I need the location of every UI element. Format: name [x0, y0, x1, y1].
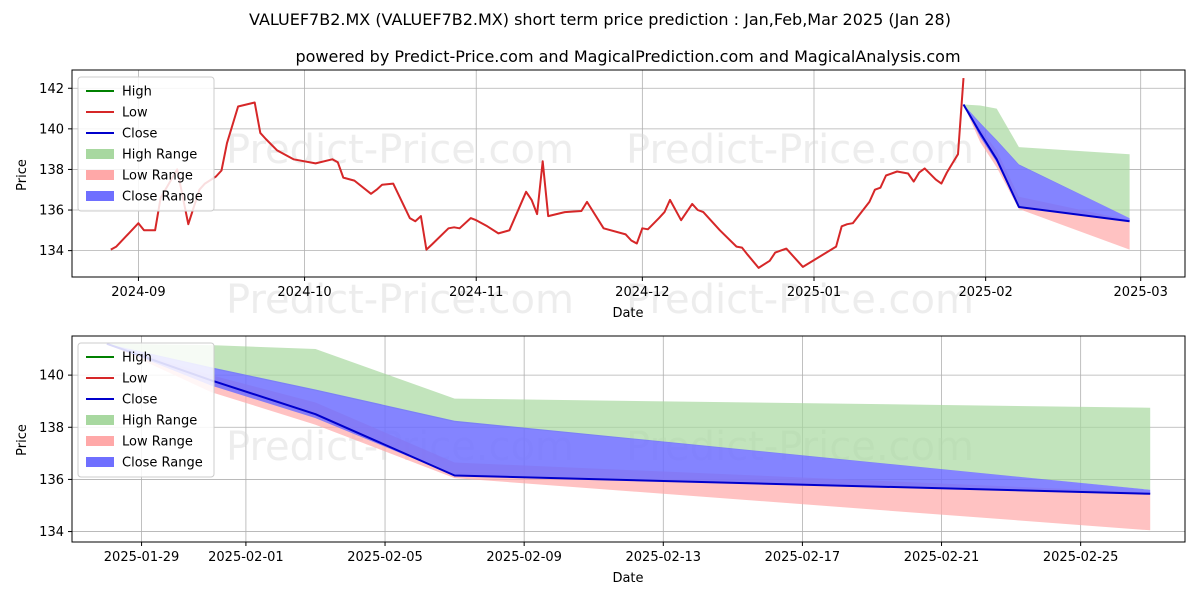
high-range-band [963, 104, 1130, 219]
forecast-plot-frame [71, 335, 1186, 543]
history-legend: High Low Close High Range Low Range Close Ran… [77, 76, 215, 212]
x-tick-label: 2025-02-09 [486, 550, 562, 565]
legend-swatch-high-range [86, 415, 114, 425]
legend-label: Low Range [122, 169, 193, 184]
x-tick-label: 2025-02-05 [347, 550, 423, 565]
legend-label: High Range [122, 148, 197, 163]
legend-label: High Range [122, 414, 197, 429]
history-chart: Predict-Price.com Predict-Price.com Predic… [15, 69, 1186, 323]
x-tick-label: 2025-02-01 [208, 550, 284, 565]
x-tick-label: 2024-11 [449, 285, 503, 300]
legend-label: Low [122, 106, 148, 121]
x-tick-label: 2025-02-25 [1043, 550, 1119, 565]
legend-swatch-close-range [86, 191, 114, 201]
chart-subtitle: powered by Predict-Price.com and Magical… [295, 47, 960, 66]
history-lines [110, 78, 1130, 269]
y-tick-label: 134 [39, 525, 64, 540]
history-plot-frame [71, 69, 1186, 278]
watermark-text: Predict-Price.com [226, 277, 574, 323]
legend-label: High [122, 85, 152, 100]
x-tick-label: 2025-02 [958, 285, 1012, 300]
x-tick-label: 2025-02-17 [765, 550, 841, 565]
watermark-text: Predict-Price.com [626, 127, 974, 173]
history-y-axis-label: Price [15, 159, 30, 191]
legend-label: Close [122, 127, 157, 142]
legend-swatch-close-range [86, 457, 114, 467]
close-forecast-line [962, 103, 1130, 223]
legend-label: Low Range [122, 435, 193, 450]
legend-swatch-low-range [86, 170, 114, 180]
legend-label: Close Range [122, 456, 203, 471]
close-range-band [963, 104, 1130, 222]
x-tick-label: 2025-02-21 [904, 550, 980, 565]
y-tick-label: 138 [39, 163, 64, 178]
legend-label: Low [122, 372, 148, 387]
legend-label: High [122, 351, 152, 366]
history-axis-ticks: 2024-09 2024-10 2024-11 2024-12 2025-01 2025-… [39, 82, 1168, 300]
history-watermarks: Predict-Price.com Predict-Price.com Predic… [226, 127, 974, 323]
y-tick-label: 136 [39, 204, 64, 219]
x-tick-label: 2025-03 [1114, 285, 1168, 300]
x-tick-label: 2025-02-13 [626, 550, 702, 565]
close-range-band [106, 343, 1151, 494]
y-tick-label: 136 [39, 473, 64, 488]
forecast-x-axis-label: Date [612, 571, 643, 586]
forecast-axis-ticks: 2025-01-29 2025-02-01 2025-02-05 2025-02-09… [39, 369, 1118, 565]
y-tick-label: 138 [39, 421, 64, 436]
x-tick-label: 2024-12 [615, 285, 669, 300]
x-tick-label: 2024-10 [277, 285, 331, 300]
legend-swatch-low-range [86, 436, 114, 446]
legend-label: Close [122, 393, 157, 408]
forecast-bands [106, 343, 1151, 531]
legend-swatch-high-range [86, 149, 114, 159]
x-tick-label: 2024-09 [111, 285, 165, 300]
watermark-text: Predict-Price.com [626, 277, 974, 323]
watermark-text: Predict-Price.com [226, 127, 574, 173]
y-tick-label: 142 [39, 82, 64, 97]
y-tick-label: 140 [39, 122, 64, 137]
history-plot-area [72, 70, 1185, 277]
legend-label: Close Range [122, 190, 203, 205]
chart-title: VALUEF7B2.MX (VALUEF7B2.MX) short term p… [249, 10, 951, 29]
x-tick-label: 2025-01-29 [104, 550, 180, 565]
history-forecast-bands [963, 104, 1130, 250]
y-tick-label: 134 [39, 244, 64, 259]
forecast-y-axis-label: Price [15, 424, 30, 456]
low-price-line [110, 78, 965, 269]
y-tick-label: 140 [39, 369, 64, 384]
x-tick-label: 2025-01 [787, 285, 841, 300]
high-range-band [106, 343, 1151, 490]
history-x-axis-label: Date [612, 306, 643, 321]
forecast-legend: High Low Close High Range Low Range Close Ran… [77, 342, 215, 478]
